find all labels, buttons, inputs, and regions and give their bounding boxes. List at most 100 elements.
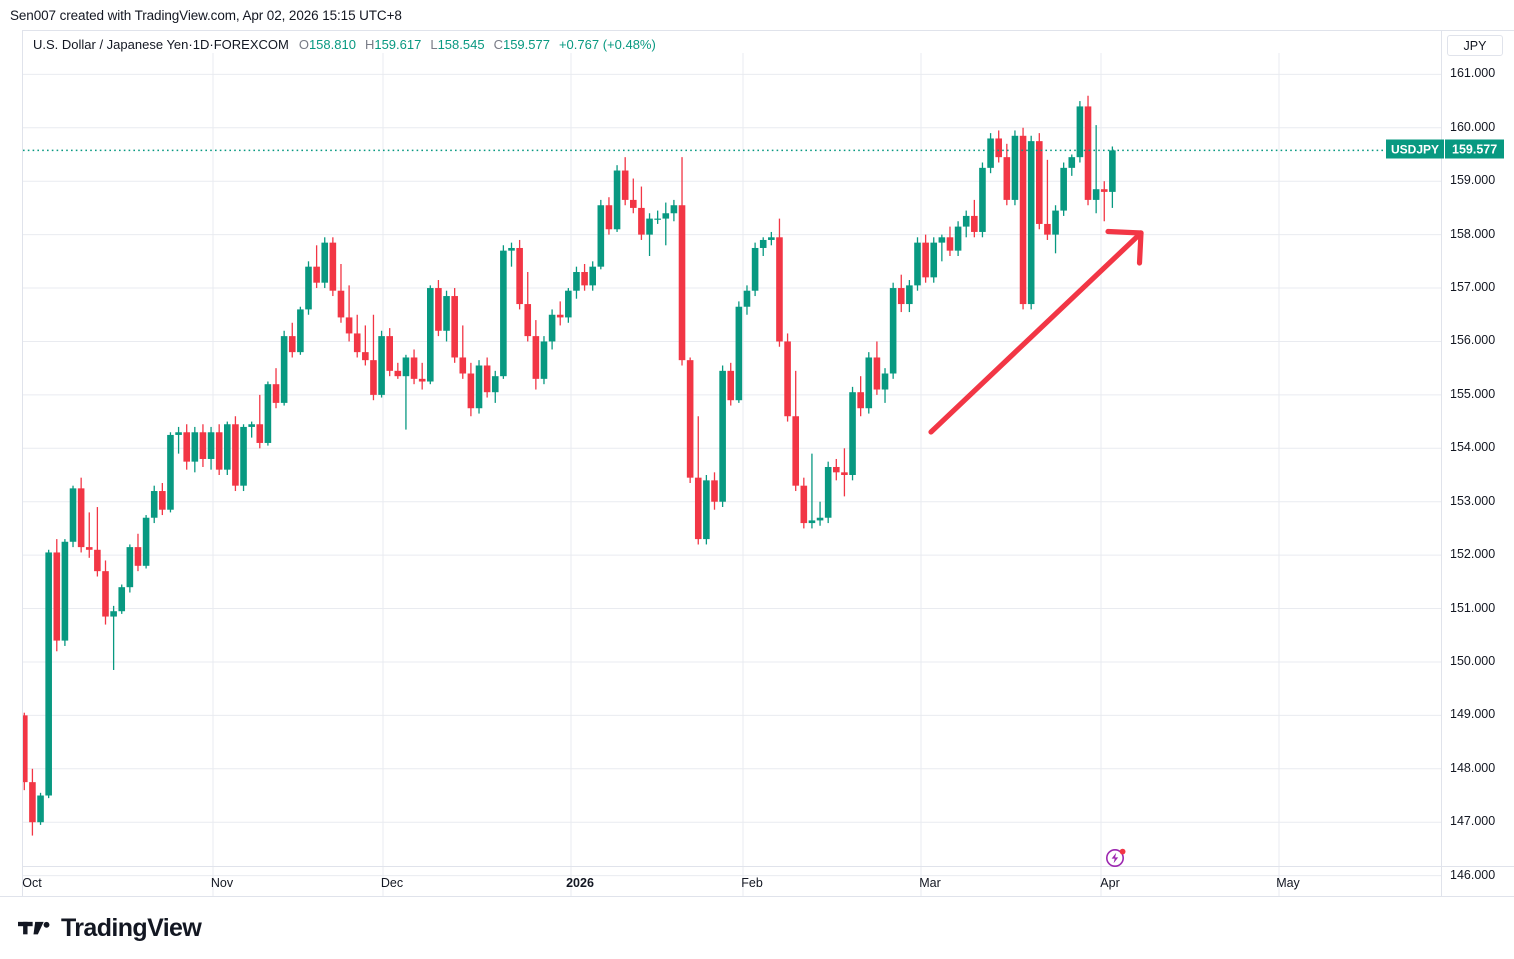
candle-body bbox=[573, 272, 580, 291]
candle-body bbox=[199, 432, 207, 459]
price-tick: 159.000 bbox=[1450, 173, 1496, 188]
candle-body bbox=[971, 215, 978, 232]
candle-body bbox=[694, 477, 702, 540]
candle-body bbox=[435, 288, 442, 331]
price-tick: 150.000 bbox=[1450, 653, 1496, 668]
economic-events-icon[interactable] bbox=[1104, 845, 1128, 869]
candle-body bbox=[362, 352, 369, 361]
time-tick: Dec bbox=[380, 876, 404, 890]
price-tick: 153.000 bbox=[1450, 493, 1496, 508]
candle-body bbox=[638, 207, 645, 235]
candle-body bbox=[402, 357, 410, 377]
last-price-label: USDJPY 159.577 bbox=[1386, 139, 1505, 159]
price-tick: 156.000 bbox=[1450, 333, 1496, 348]
time-tick: Apr bbox=[1100, 876, 1120, 890]
candle-body bbox=[987, 138, 994, 168]
price-scale[interactable]: JPY 161.000 160.000 159.000 158.000 157.000 1… bbox=[1386, 30, 1514, 896]
chart-frame: U.S. Dollar / Japanese Yen · 1D · FOREXC… bbox=[22, 30, 1514, 897]
candle-body bbox=[743, 290, 751, 307]
candle-body bbox=[94, 549, 101, 572]
time-scale[interactable]: Oct Nov Dec 2026 Feb Mar Apr May bbox=[22, 866, 1514, 896]
candle-body bbox=[897, 288, 905, 305]
time-tick: Mar bbox=[919, 876, 941, 890]
candle-body bbox=[467, 373, 475, 409]
candle-body bbox=[548, 314, 556, 342]
candle-body bbox=[662, 213, 670, 219]
legend-symbol-name[interactable]: U.S. Dollar / Japanese Yen bbox=[33, 36, 189, 52]
candle-body bbox=[605, 205, 613, 230]
candle-body bbox=[686, 360, 694, 478]
candle-body bbox=[1003, 157, 1011, 200]
candle-body bbox=[240, 426, 247, 486]
candle-body bbox=[256, 424, 264, 443]
candle-body bbox=[979, 167, 986, 232]
candle-body bbox=[126, 547, 134, 588]
time-tick: May bbox=[1276, 876, 1300, 890]
candle-body bbox=[394, 370, 402, 377]
legend-close: C159.577 bbox=[493, 36, 550, 52]
candle-body bbox=[962, 215, 970, 227]
candle-body bbox=[873, 357, 881, 390]
candle-body bbox=[508, 247, 515, 251]
candle-body bbox=[61, 541, 69, 641]
legend-ohlc: O158.810 H159.617 L158.545 C159.577 +0.7… bbox=[299, 37, 656, 52]
candle-body bbox=[1052, 210, 1059, 235]
legend-open: O158.810 bbox=[298, 36, 356, 52]
candle-body bbox=[37, 795, 44, 823]
candle-body bbox=[857, 392, 864, 409]
candle-body bbox=[1092, 189, 1100, 200]
candle-body bbox=[719, 370, 726, 502]
candle-body bbox=[272, 384, 280, 403]
attribution-text: Sen007 created with TradingView.com, Apr… bbox=[10, 7, 402, 23]
legend-interval[interactable]: 1D bbox=[192, 36, 210, 52]
price-tick: 161.000 bbox=[1450, 66, 1496, 81]
candle-body bbox=[118, 587, 126, 612]
candle-body bbox=[727, 370, 735, 401]
candle-body bbox=[443, 296, 450, 331]
candle-body bbox=[77, 488, 85, 548]
candle-body bbox=[1036, 141, 1043, 224]
candle-body bbox=[995, 138, 1002, 158]
candle-body bbox=[102, 571, 109, 617]
legend-low: L158.545 bbox=[430, 36, 485, 52]
candle-body bbox=[849, 392, 856, 475]
time-tick: 2026 bbox=[566, 876, 594, 890]
candle-body bbox=[410, 357, 418, 379]
candle-body bbox=[776, 237, 783, 342]
candle-body bbox=[881, 373, 889, 390]
candle-body bbox=[150, 491, 158, 518]
grid-lines bbox=[23, 53, 1441, 897]
candle-body bbox=[597, 205, 605, 267]
candle-body bbox=[159, 491, 166, 510]
candle-body bbox=[1100, 189, 1108, 192]
candlestick-canvas bbox=[23, 53, 1441, 897]
candle-body bbox=[824, 466, 832, 518]
price-tick: 147.000 bbox=[1450, 814, 1496, 829]
candle-body bbox=[906, 285, 913, 305]
candle-body bbox=[954, 226, 962, 251]
candle-body bbox=[930, 242, 938, 278]
candle-body bbox=[232, 424, 239, 486]
candle-body bbox=[45, 552, 52, 796]
candle-body bbox=[865, 357, 873, 409]
candle-body bbox=[670, 205, 678, 214]
candle-body bbox=[556, 314, 564, 318]
time-tick: Feb bbox=[741, 876, 763, 890]
trend-arrow[interactable] bbox=[928, 228, 1144, 435]
price-tick: 152.000 bbox=[1450, 547, 1496, 562]
candle-body bbox=[1109, 150, 1116, 192]
candle-body bbox=[224, 424, 231, 470]
candle-body bbox=[142, 517, 150, 566]
candle-body bbox=[23, 715, 28, 783]
legend-exchange: FOREXCOM bbox=[213, 36, 289, 52]
tradingview-logo-icon bbox=[18, 921, 50, 935]
candle-body bbox=[703, 480, 710, 540]
candle-body bbox=[1019, 135, 1027, 305]
chart-plot-area[interactable] bbox=[23, 53, 1441, 897]
candle-body bbox=[427, 288, 434, 382]
candle-body bbox=[215, 432, 223, 470]
candle-body bbox=[418, 378, 426, 382]
time-tick: Oct bbox=[22, 876, 42, 890]
price-tick: 146.000 bbox=[1450, 867, 1496, 882]
candle-body bbox=[922, 242, 929, 278]
